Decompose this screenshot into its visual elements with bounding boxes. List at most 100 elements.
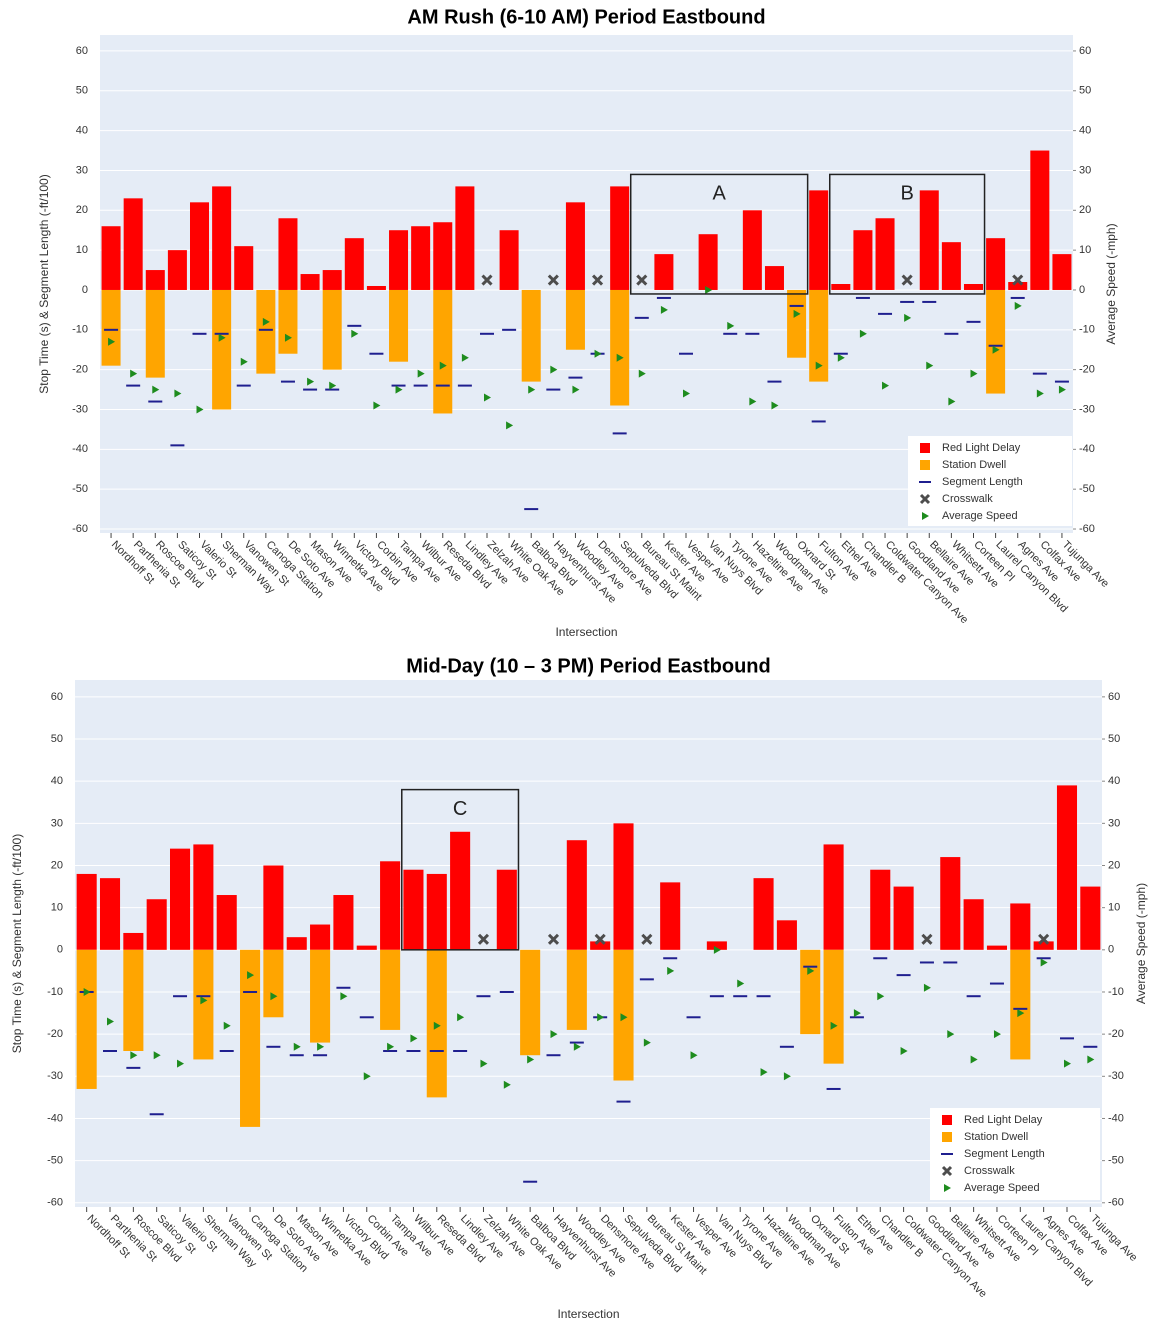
y-tick-label: 30 — [76, 164, 88, 176]
bar — [706, 941, 727, 950]
bar — [263, 865, 284, 950]
bar — [433, 222, 453, 290]
bar — [590, 941, 611, 950]
y-tick-label: -20 — [72, 364, 88, 376]
average-speed-marker — [196, 405, 204, 414]
bar — [278, 218, 298, 290]
bar — [742, 210, 762, 290]
legend-label: Segment Length — [964, 1148, 1045, 1160]
bar — [426, 873, 447, 950]
average-speed-marker — [317, 1042, 325, 1051]
y2-tick-label: 10 — [1108, 902, 1120, 914]
legend-swatch — [942, 1132, 952, 1142]
bar — [499, 230, 519, 290]
average-speed-marker — [528, 385, 536, 394]
y2-tick-label: -10 — [1108, 986, 1124, 998]
crosswalk-marker — [591, 274, 604, 286]
y2-tick-label: 50 — [1108, 733, 1120, 745]
crosswalk-marker — [901, 274, 913, 286]
y2-tick-label: 60 — [1079, 45, 1091, 57]
bar — [190, 202, 210, 290]
bar — [870, 869, 891, 950]
average-speed-marker — [597, 1013, 605, 1022]
bar — [322, 289, 342, 370]
average-speed-marker — [527, 1055, 535, 1064]
crosswalk-marker — [921, 933, 933, 945]
y-tick-label: 50 — [51, 733, 63, 745]
legend-label: Red Light Delay — [942, 442, 1021, 454]
average-speed-marker — [387, 1042, 395, 1051]
crosswalk-marker — [547, 933, 560, 945]
average-speed-marker — [200, 996, 208, 1005]
legend-label: Crosswalk — [942, 493, 993, 505]
bar — [787, 289, 807, 358]
bar — [234, 246, 254, 290]
y2-axis-label: Average Speed (-mph) — [1104, 223, 1118, 344]
average-speed-marker — [948, 397, 956, 406]
bar — [1008, 282, 1028, 290]
y-tick-label: 30 — [51, 817, 63, 829]
bar — [1080, 886, 1101, 950]
bar — [411, 226, 431, 290]
y2-tick-label: -20 — [1108, 1028, 1124, 1040]
y2-tick-label: -60 — [1079, 523, 1095, 535]
average-speed-marker — [351, 329, 359, 338]
average-speed-marker — [262, 317, 270, 326]
bar — [322, 270, 342, 290]
average-speed-marker — [713, 945, 721, 954]
y2-tick-label: 50 — [1079, 85, 1091, 97]
annotation-box — [629, 173, 809, 295]
legend-swatch — [944, 1184, 951, 1192]
bar — [278, 289, 298, 354]
average-speed-marker — [749, 397, 757, 406]
bar — [356, 945, 377, 950]
y2-tick-label: 20 — [1079, 204, 1091, 216]
y2-tick-label: 20 — [1108, 859, 1120, 871]
average-speed-marker — [240, 357, 248, 366]
average-speed-marker — [373, 401, 381, 410]
y-tick-label: 20 — [76, 204, 88, 216]
bar — [566, 840, 587, 950]
bar — [212, 289, 232, 410]
legend-box — [930, 1108, 1100, 1200]
bar — [565, 289, 585, 350]
bar — [240, 949, 261, 1127]
average-speed-marker — [363, 1072, 371, 1081]
bar — [963, 899, 984, 950]
legend-label: Station Dwell — [942, 459, 1006, 471]
bar — [123, 949, 144, 1052]
annotation-box — [401, 788, 520, 951]
bar — [1056, 785, 1078, 950]
average-speed-marker — [683, 389, 691, 398]
bar — [823, 949, 844, 1064]
bar — [101, 226, 121, 290]
y2-tick-label: -50 — [1108, 1155, 1124, 1167]
bar — [76, 949, 97, 1089]
average-speed-marker — [771, 401, 779, 410]
average-speed-marker — [900, 1047, 908, 1056]
average-speed-marker — [837, 353, 845, 362]
average-speed-marker — [550, 1030, 558, 1039]
bar — [145, 270, 165, 290]
bar — [660, 882, 681, 950]
average-speed-marker — [270, 992, 278, 1001]
bar — [753, 878, 774, 950]
y-tick-label: 40 — [76, 125, 88, 137]
annotation-label: B — [900, 183, 913, 205]
y2-tick-label: -40 — [1079, 443, 1095, 455]
bar — [169, 848, 191, 950]
average-speed-marker — [457, 1013, 465, 1022]
y2-tick-label: -60 — [1108, 1197, 1124, 1209]
average-speed-marker — [439, 361, 447, 370]
y-tick-label: -30 — [72, 403, 88, 415]
average-speed-marker — [1087, 1055, 1095, 1064]
average-speed-marker — [395, 385, 403, 394]
bar — [800, 949, 821, 1035]
average-speed-marker — [284, 333, 292, 342]
bar — [893, 886, 914, 950]
bar — [300, 274, 320, 290]
average-speed-marker — [904, 313, 912, 322]
average-speed-marker — [130, 369, 138, 378]
legend-swatch — [941, 1165, 953, 1177]
bar — [764, 266, 784, 290]
